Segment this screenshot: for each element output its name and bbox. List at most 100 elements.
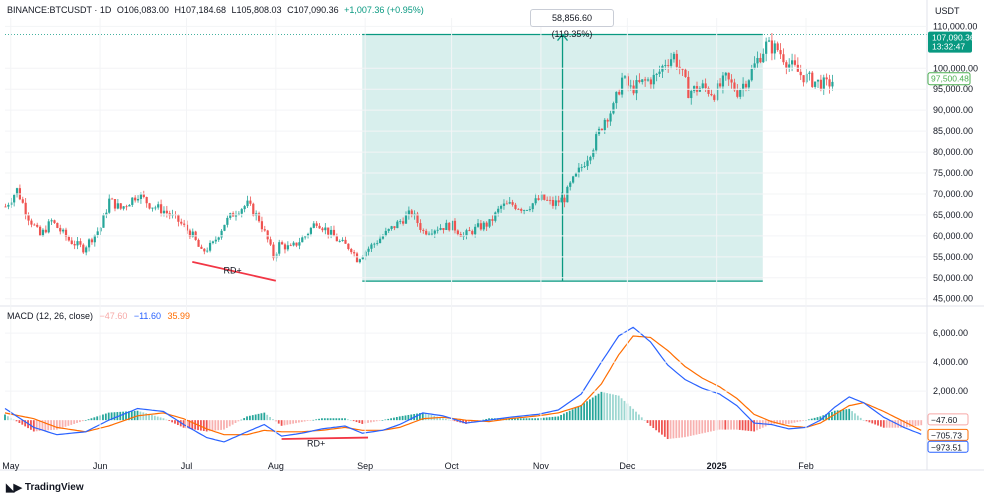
macd-axis[interactable]: 2,000.00 4,000.00 6,000.00	[5, 328, 968, 396]
candle-body	[266, 230, 269, 240]
macd-histogram-bar	[280, 420, 283, 426]
candle-body	[641, 79, 644, 83]
macd-histogram-bar	[127, 411, 130, 421]
macd-histogram-bar	[623, 400, 626, 421]
candle-body	[453, 220, 457, 231]
macd-histogram-bar	[58, 420, 61, 429]
macd-histogram-bar	[303, 420, 306, 422]
macd-histogram-bar	[404, 415, 407, 421]
macd-value-tag-text: −705.73	[931, 430, 962, 440]
candle-body	[595, 134, 598, 151]
macd-histogram-bar	[796, 420, 799, 423]
macd-histogram-bar	[168, 420, 171, 421]
candle-body	[327, 227, 330, 235]
macd-histogram-bar	[142, 412, 145, 421]
brand-name: TradingView	[24, 482, 84, 493]
candle-body	[750, 68, 753, 81]
candle-body	[240, 209, 243, 214]
macd-histogram-bar	[151, 414, 153, 421]
macd-histogram-bar	[398, 416, 401, 421]
macd-histogram-bar	[767, 420, 770, 426]
candle-body	[226, 217, 229, 225]
candle-body	[474, 226, 477, 235]
macd-histogram-bar	[87, 419, 90, 421]
macd-title[interactable]: MACD (12, 26, close)	[7, 311, 94, 321]
macd-histogram-bar	[67, 420, 70, 426]
candle-body	[788, 64, 791, 68]
candle-body	[234, 214, 238, 217]
price-axis[interactable]: 45,000.00 50,000.00 55,000.00 60,000.00 65,0…	[0, 0, 984, 471]
macd-histogram-bar	[856, 415, 859, 421]
macd-histogram-bar	[684, 420, 686, 438]
symbol-label[interactable]: BINANCE:BTCUSDT · 1D	[7, 5, 112, 15]
candle-body	[125, 206, 128, 208]
candle-body	[286, 245, 289, 250]
macd-histogram-bar	[704, 420, 707, 433]
candle-body	[211, 241, 215, 243]
macd-pane	[4, 326, 923, 443]
symbol-header[interactable]: BINANCE:BTCUSDT · 1D O106,083.00 H107,18…	[7, 5, 427, 15]
macd-histogram-bar	[332, 418, 335, 421]
macd-histogram-bar	[467, 420, 470, 424]
candle-body	[353, 252, 356, 254]
macd-histogram-bar	[395, 417, 398, 421]
macd-histogram-bar	[465, 420, 467, 424]
candle-body	[425, 230, 428, 235]
candle-body	[197, 239, 200, 247]
macd-histogram-bar	[891, 420, 894, 428]
macd-histogram-bar	[764, 420, 767, 427]
candle-body	[329, 229, 333, 235]
divergence-label-macd: RD+	[307, 438, 325, 448]
macd-histogram-bar	[153, 415, 156, 421]
candle-body	[162, 210, 166, 214]
candle-body	[419, 223, 422, 230]
candle-body	[718, 83, 722, 87]
macd-histogram-bar	[125, 411, 127, 421]
candle-body	[111, 198, 114, 200]
macd-histogram-bar	[522, 418, 525, 421]
candle-body	[485, 222, 488, 227]
macd-histogram-bar	[148, 414, 150, 421]
candle-body	[606, 119, 609, 122]
ohlc-low: L105,808.03	[231, 5, 282, 15]
time-tick-label: 2025	[707, 461, 727, 471]
macd-histogram-bar	[597, 393, 600, 421]
candle-body	[30, 220, 33, 225]
candle-body	[292, 242, 295, 246]
macd-header[interactable]: MACD (12, 26, close) −47.60 −11.60 35.99	[7, 311, 194, 321]
macd-histogram-bar	[900, 420, 902, 428]
macd-histogram-bar	[470, 420, 473, 423]
candle-body	[753, 63, 756, 69]
candle-body	[67, 236, 70, 241]
candle-body	[517, 208, 520, 210]
macd-histogram-bar	[658, 420, 660, 433]
candle-body	[805, 73, 808, 83]
candle-body	[744, 83, 748, 88]
candle-body	[548, 199, 552, 201]
macd-histogram-bar	[871, 420, 874, 424]
candle-body	[79, 241, 82, 245]
candle-body	[223, 224, 226, 231]
macd-histogram-bar	[692, 420, 695, 436]
measure-tool[interactable]	[5, 33, 927, 282]
candle-body	[108, 198, 111, 213]
macd-histogram-bar	[309, 420, 312, 421]
time-axis[interactable]: May Jun Jul Aug Sep Oct Nov Dec 2025 Feb	[2, 18, 814, 471]
macd-histogram-bar	[104, 413, 107, 421]
macd-histogram-bar	[874, 420, 877, 425]
candle-body	[465, 230, 468, 236]
candle-body	[828, 79, 831, 87]
macd-histogram-bar	[499, 418, 502, 421]
candle-body	[675, 53, 678, 67]
candle-body	[4, 206, 7, 208]
currency-label[interactable]: USDT	[935, 6, 960, 16]
macd-histogram-bar	[828, 412, 830, 421]
candle-body	[53, 220, 56, 223]
candle-body	[629, 85, 632, 87]
candle-body	[393, 226, 396, 229]
macd-histogram-bar	[741, 420, 744, 431]
macd-histogram-bar	[583, 403, 586, 421]
tradingview-logo[interactable]: ◣▶ TradingView	[6, 481, 84, 494]
candle-body	[802, 75, 805, 83]
